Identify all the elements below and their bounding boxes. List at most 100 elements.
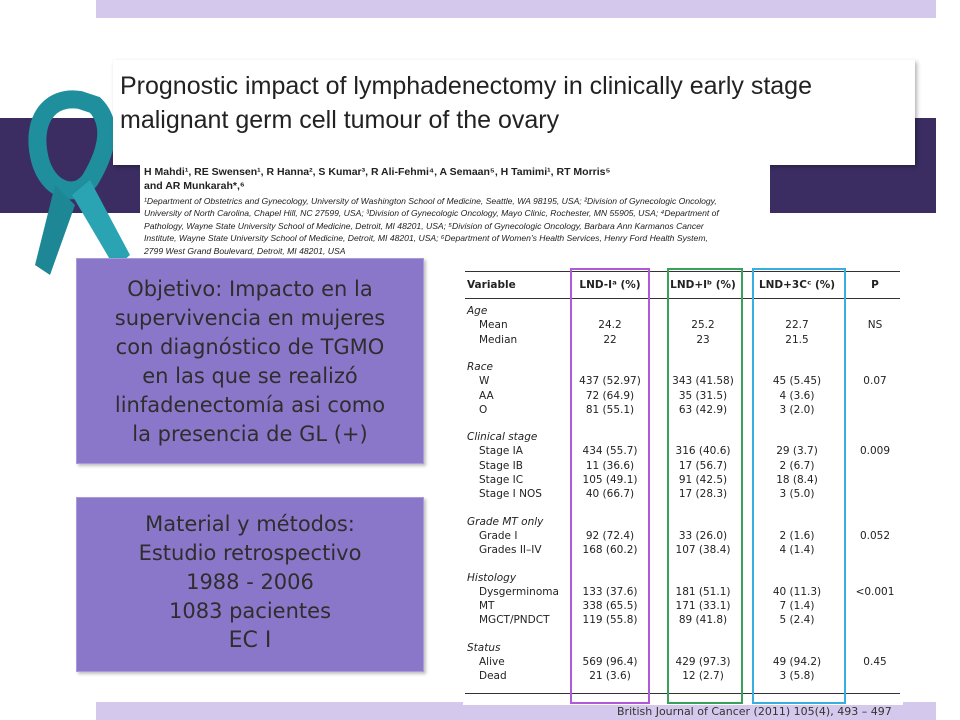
table-cell: 11 (36.6) [585, 459, 635, 472]
affiliation-line: ¹Department of Obstetrics and Gynecology… [144, 196, 717, 206]
row-label: Grades II–IV [479, 544, 542, 557]
table-cell: 24.2 [598, 319, 622, 332]
row-label: Stage IC [479, 474, 524, 486]
objective-line: linfadenectomía asi como [114, 393, 386, 417]
methods-line: 1083 pacientes [168, 599, 332, 623]
table-section: Status [467, 641, 501, 654]
authors-box [140, 165, 770, 262]
bottom-bar [96, 702, 936, 720]
methods-line: 1988 - 2006 [186, 570, 314, 594]
table-header: LND+Iᵇ (%) [670, 279, 736, 291]
authors-line: and AR Munkarah*,⁶ [144, 180, 245, 192]
row-label: Stage IB [479, 459, 523, 472]
table-cell: 18 (8.4) [776, 474, 818, 486]
table-cell: 2 (6.7) [779, 459, 815, 472]
table-cell: 569 (96.4) [582, 656, 638, 668]
table-cell: 343 (41.58) [672, 375, 734, 388]
table-cell: 92 (72.4) [585, 529, 635, 542]
table-cell: 105 (49.1) [582, 474, 638, 486]
table-cell: 63 (42.9) [678, 403, 728, 416]
row-label: Dysgerminoma [479, 585, 559, 598]
table-header: LND-Iᵃ (%) [579, 279, 641, 291]
affiliation-line: Pathology, Wayne State University School… [144, 220, 704, 231]
table-cell: 0.07 [863, 375, 887, 388]
table-cell: 21.5 [785, 333, 809, 346]
title-line: malignant germ cell tumour of the ovary [120, 106, 560, 134]
table-cell: 133 (37.6) [582, 585, 638, 598]
table-cell: 29 (3.7) [776, 445, 818, 458]
table-cell: 3 (5.0) [779, 488, 815, 501]
row-label: Grade I [479, 529, 518, 542]
table-section: Clinical stage [467, 431, 538, 444]
table-cell: 168 (60.2) [582, 544, 638, 557]
row-label: MGCT/PNDCT [479, 614, 550, 627]
table-section: Age [467, 305, 488, 317]
table-cell: 2 (1.6) [779, 529, 815, 542]
table-cell: 21 (3.6) [589, 670, 631, 683]
table-cell: 437 (52.97) [579, 375, 641, 388]
highlight-lnd1 [570, 268, 650, 704]
table-bg [463, 265, 903, 705]
table-rule [465, 271, 900, 272]
table-section: Grade MT only [467, 515, 544, 528]
table-cell: 0.45 [863, 656, 887, 668]
row-label: AA [479, 389, 494, 402]
table-cell: 434 (55.7) [582, 445, 638, 458]
objective-line: con diagnóstico de TGMO [115, 335, 385, 359]
table-cell: 72 (64.9) [585, 389, 635, 402]
affiliation-line: 2799 West Grand Boulevard, Detroit, MI 4… [144, 245, 346, 256]
table-cell: 35 (31.5) [678, 389, 728, 402]
table-cell: 4 (3.6) [779, 389, 815, 402]
top-bar [96, 0, 936, 18]
row-label: Alive [479, 656, 505, 668]
highlight-lnd1b [667, 268, 743, 704]
table-cell: 0.052 [859, 529, 891, 542]
table-header: LND+3Cᶜ (%) [758, 279, 836, 291]
row-label: W [479, 375, 490, 388]
methods-line: EC I [228, 628, 272, 653]
title-line: Prognostic impact of lymphadenectomy in … [120, 72, 812, 100]
table-cell: 81 (55.1) [585, 403, 635, 416]
affiliation-line: Institute, Wayne State University School… [144, 233, 708, 244]
row-label: Mean [479, 319, 508, 332]
methods-box: Material y métodos: Estudio retrospectivo… [76, 497, 424, 672]
table-section: Race [467, 360, 493, 373]
table-cell: 338 (65.5) [582, 600, 638, 613]
table-section: Histology [467, 571, 517, 584]
table-cell: 5 (2.4) [779, 614, 815, 627]
highlight-lnd3c [752, 268, 846, 704]
table-cell: 3 (5.8) [779, 670, 815, 683]
table-cell: 89 (41.8) [678, 614, 728, 627]
row-label: Stage IA [479, 445, 523, 458]
table-cell: 49 (94.2) [772, 656, 822, 668]
table-cell: 91 (42.5) [678, 474, 728, 486]
table-cell: 17 (28.3) [678, 488, 728, 501]
objective-box: Objetivo: Impacto en la supervivencia en … [76, 258, 424, 464]
title-box [113, 60, 915, 165]
ribbon [28, 90, 130, 275]
table-cell: 23 [696, 333, 710, 346]
table-cell: 7 (1.4) [779, 600, 815, 613]
table-header: Variable [467, 279, 516, 291]
table-rule [465, 298, 900, 299]
affiliation-line: University of North Carolina, Chapel Hil… [144, 208, 719, 219]
table-cell: 17 (56.7) [678, 459, 728, 472]
objective-line: en las que se realizó [142, 364, 358, 388]
row-label: O [479, 403, 488, 416]
table-cell: 45 (5.45) [772, 375, 822, 388]
row-label: Median [479, 333, 518, 346]
table-cell: <0.001 [855, 585, 895, 598]
methods-line: Material y métodos: [145, 512, 355, 536]
row-label: Stage I NOS [479, 488, 542, 501]
table-cell: 4 (1.4) [779, 544, 815, 557]
authors-line: H Mahdi¹, RE Swensen¹, R Hanna², S Kumar… [144, 166, 611, 178]
table-header: P [871, 279, 879, 291]
table-cell: 25.2 [691, 319, 715, 332]
table-cell: 3 (2.0) [779, 403, 815, 416]
objective-line: la presencia de GL (+) [132, 422, 368, 446]
table-cell: 181 (51.1) [675, 585, 731, 598]
table-cell: 22 [603, 333, 617, 346]
table-cell: 0.009 [859, 445, 891, 458]
table-cell: 316 (40.6) [675, 445, 731, 458]
